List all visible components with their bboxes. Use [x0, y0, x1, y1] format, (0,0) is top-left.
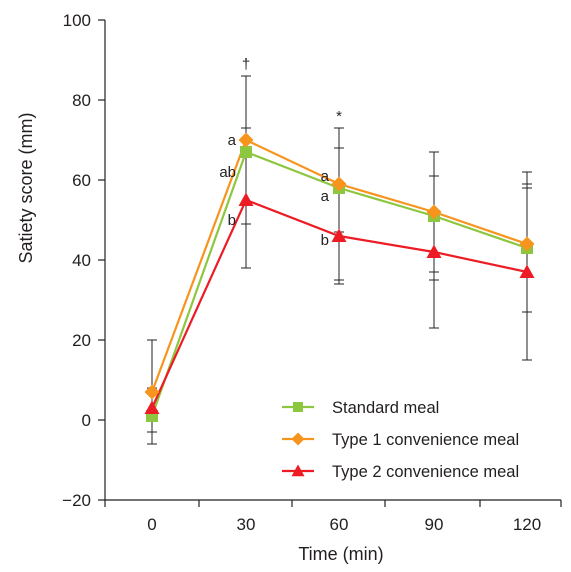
annotation-label: b	[321, 232, 329, 249]
ticks: −20 0 20 40 60 80 100 0 30 60 90 120	[62, 11, 562, 534]
legend: Standard meal Type 1 convenience meal Type…	[282, 399, 519, 481]
data-point-series-3	[426, 244, 442, 258]
y-tick-label: 20	[72, 331, 91, 350]
annotation-label: a	[228, 132, 237, 149]
x-axis-title: Time (min)	[298, 544, 383, 564]
legend-marker	[293, 402, 303, 412]
series-markers	[144, 132, 535, 422]
data-point-series-2	[331, 176, 347, 192]
x-tick-label: 30	[237, 515, 256, 534]
data-point-series-2	[519, 236, 535, 252]
x-tick-label: 60	[330, 515, 349, 534]
x-tick-label: 0	[147, 515, 156, 534]
annotation-label: b	[228, 212, 236, 229]
data-point-series-3	[144, 400, 160, 414]
data-point-series-3	[238, 192, 254, 206]
legend-marker	[291, 464, 305, 477]
legend-label: Standard meal	[332, 399, 439, 417]
data-point-series-2	[144, 384, 160, 400]
y-tick-label: 100	[63, 11, 91, 30]
y-axis-title: Satiety score (mm)	[16, 112, 36, 263]
legend-label: Type 2 convenience meal	[332, 463, 519, 481]
data-point-series-2	[426, 204, 442, 220]
data-point-series-2	[238, 132, 254, 148]
y-tick-label: 40	[72, 251, 91, 270]
y-tick-label: −20	[62, 491, 91, 510]
x-tick-label: 90	[425, 515, 444, 534]
data-point-series-1	[240, 146, 252, 158]
data-point-series-3	[331, 228, 347, 242]
annotation-label: †	[242, 56, 250, 73]
axes	[104, 20, 561, 501]
annotation-label: ab	[219, 164, 236, 181]
data-point-series-3	[519, 264, 535, 278]
annotation-label: a	[321, 188, 330, 205]
y-tick-label: 0	[82, 411, 91, 430]
annotation-label: a	[321, 168, 330, 185]
x-tick-label: 120	[513, 515, 541, 534]
y-tick-label: 60	[72, 171, 91, 190]
legend-marker	[291, 432, 305, 446]
y-tick-label: 80	[72, 91, 91, 110]
legend-label: Type 1 convenience meal	[332, 431, 519, 449]
annotation-label: *	[336, 108, 342, 125]
